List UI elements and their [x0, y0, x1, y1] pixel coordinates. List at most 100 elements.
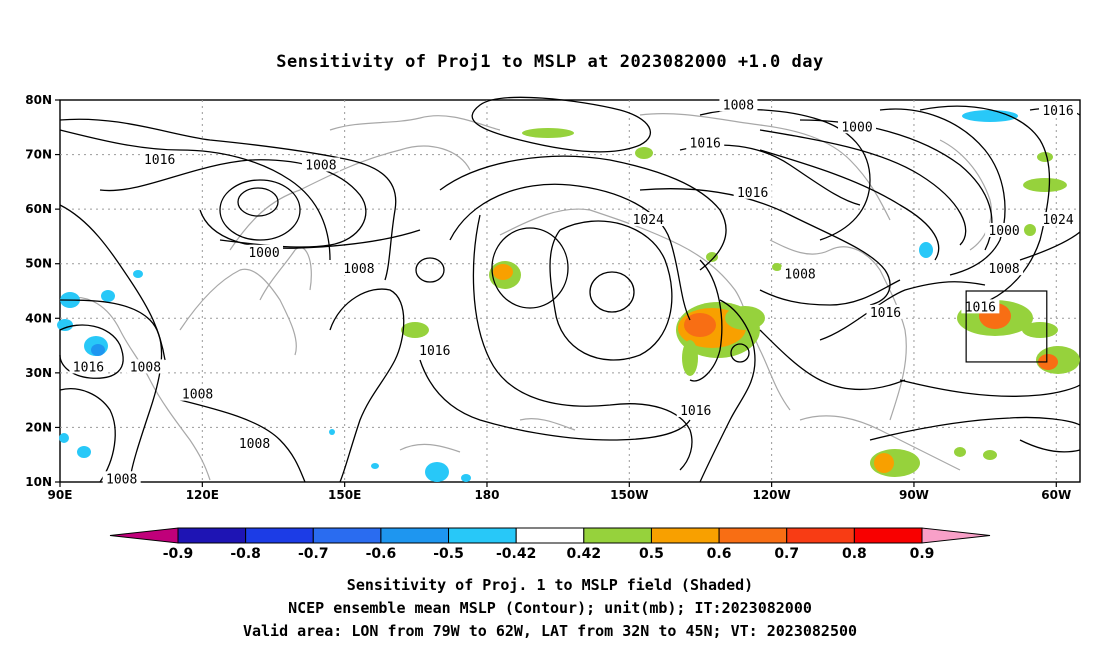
sensitivity-shading	[57, 110, 1080, 482]
colorbar-label: -0.42	[496, 546, 536, 562]
map-panel: 1016 1008 1000 1008 1016 1016 1008 1008 1008 1008…	[25, 93, 1081, 502]
colorbar-segment	[177, 527, 247, 544]
caption-line-2: NCEP ensemble mean MSLP (Contour); unit(…	[288, 599, 812, 617]
contour-label: 1008	[305, 158, 336, 173]
contour-label-bg	[676, 403, 715, 418]
colorbar-segment	[786, 527, 855, 544]
verification-area-box	[965, 290, 1048, 363]
contour-label-bg	[126, 359, 165, 374]
colorbar-label: 0.8	[842, 546, 867, 562]
contour-label-bg	[686, 135, 725, 150]
contour-label: 1008	[723, 98, 754, 113]
contour-label: 1008	[106, 472, 137, 487]
contour-label: 1008	[784, 268, 815, 283]
captions: Sensitivity of Proj. 1 to MSLP field (Sh…	[243, 576, 857, 640]
contour-label-bg	[985, 261, 1024, 276]
contour-label: 1016	[965, 300, 996, 315]
contour-label: 1008	[239, 437, 270, 452]
latitude-labels: 80N 70N 60N 50N 40N 30N 20N 10N	[25, 93, 60, 489]
contour-label: 1016	[680, 404, 711, 419]
contour-label-bg	[339, 261, 378, 276]
colorbar-segment	[312, 527, 382, 544]
contour-label: 1000	[841, 120, 872, 135]
colorbar-min-arrow	[109, 527, 179, 544]
lat-label: 20N	[25, 420, 52, 434]
colorbar-label: -0.7	[298, 546, 329, 562]
contour-label-bg	[733, 184, 772, 199]
positive-shading	[401, 128, 1080, 477]
colorbar-label: 0.9	[910, 546, 935, 562]
contour-label: 1016	[870, 306, 901, 321]
map-frame	[59, 99, 1081, 483]
contour-label-bg	[178, 386, 217, 401]
colorbar-label: -0.5	[433, 546, 464, 562]
colorbar-label: 0.5	[639, 546, 664, 562]
contour-label: 1016	[690, 137, 721, 152]
contour-label: 1000	[988, 224, 1019, 239]
lat-label: 80N	[25, 93, 52, 107]
contour-label: 1016	[73, 360, 104, 375]
contour-label: 1008	[182, 388, 213, 403]
caption-line-3: Valid area: LON from 79W to 62W, LAT fro…	[243, 622, 857, 640]
contour-label-bg	[235, 435, 274, 450]
contour-label-bg	[1039, 212, 1077, 227]
contour-label-bg	[781, 266, 820, 281]
colorbar-label: -0.6	[366, 546, 397, 562]
caption-line-1: Sensitivity of Proj. 1 to MSLP field (Sh…	[347, 576, 753, 594]
contour-label-bg	[961, 299, 1000, 314]
colorbar-segment	[718, 527, 788, 544]
contour-label-bg	[69, 359, 108, 374]
contour-labels: 1016 1008 1000 1008 1016 1016 1008 1008 1008 1008…	[69, 97, 1077, 487]
contour-label: 1008	[343, 262, 374, 277]
lon-label: 120W	[752, 488, 790, 502]
contour-label-bg	[1039, 102, 1077, 117]
contour-label: 1016	[1042, 104, 1073, 119]
negative-shading	[57, 110, 1018, 482]
contour-label: 1016	[737, 186, 768, 201]
lon-label: 150W	[610, 488, 648, 502]
colorbar-max-arrow	[921, 527, 991, 544]
contour-label: 1024	[1042, 213, 1073, 228]
lon-label: 90E	[48, 488, 73, 502]
contour-label: 1008	[988, 262, 1019, 277]
contour-label-bg	[719, 97, 758, 112]
lat-label: 50N	[25, 257, 52, 271]
lon-label: 180	[474, 488, 499, 502]
contour-label-bg	[629, 212, 668, 227]
colorbar-label: -0.9	[163, 546, 194, 562]
colorbar-label: 0.42	[567, 546, 602, 562]
contour-label-bg	[838, 119, 877, 134]
contour-label-bg	[415, 343, 454, 358]
contour-label: 1016	[144, 153, 175, 168]
colorbar-segment	[245, 527, 314, 544]
colorbar-segment	[853, 527, 923, 544]
colorbar-label: 0.7	[774, 546, 799, 562]
colorbar-segment	[380, 527, 450, 544]
colorbar-label: -0.8	[230, 546, 261, 562]
contour-label: 1000	[248, 246, 279, 261]
longitude-labels: 90E 120E 150E 180 150W 120W 90W 60W	[48, 482, 1071, 502]
contour-label-bg	[866, 304, 905, 319]
contour-label-bg	[245, 244, 283, 259]
lat-label: 10N	[25, 475, 52, 489]
contour-label: 1008	[130, 360, 161, 375]
lon-label: 90W	[899, 488, 929, 502]
lat-label: 60N	[25, 202, 52, 216]
contour-label-bg	[102, 471, 141, 486]
colorbar-segment	[515, 527, 585, 544]
contour-label: 1016	[419, 344, 450, 359]
colorbar-label: 0.6	[707, 546, 732, 562]
lat-label: 30N	[25, 366, 52, 380]
figure-title: Sensitivity of Proj1 to MSLP at 20230820…	[276, 52, 823, 72]
lat-label: 40N	[25, 311, 52, 325]
colorbar-segment	[650, 527, 720, 544]
colorbar-segment	[583, 527, 652, 544]
contour-label-bg	[140, 152, 179, 167]
lon-label: 60W	[1041, 488, 1071, 502]
lat-label: 70N	[25, 148, 52, 162]
contour-label-bg	[301, 157, 340, 172]
colorbar: -0.9 -0.8 -0.7 -0.6 -0.5 -0.42 0.42 0.5 0.6 0.7 0.…	[109, 527, 991, 562]
colorbar-segment	[448, 527, 517, 544]
lon-label: 150E	[328, 488, 361, 502]
